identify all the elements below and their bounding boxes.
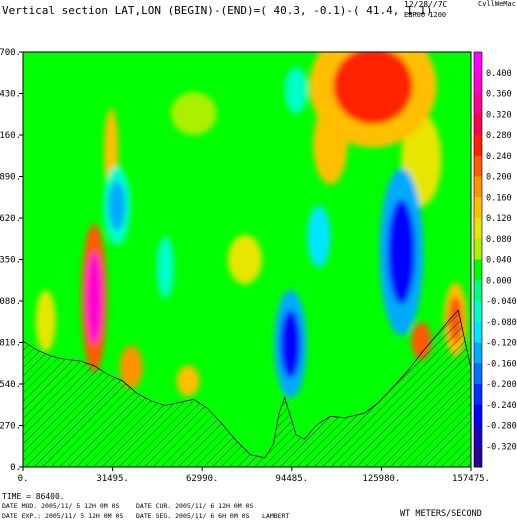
field-cell	[119, 345, 143, 389]
y-tick-label: 1620.	[0, 214, 21, 224]
colorbar-swatch	[474, 259, 482, 281]
date-seg-label: DATE SEG. 2005/11/ 6 6H 0M 0S	[136, 512, 250, 520]
field-cell	[35, 290, 56, 352]
colorbar-label: -0.320	[486, 442, 517, 452]
run-id-label: EBR06 1200	[404, 11, 447, 19]
field-feature-core	[387, 199, 416, 305]
plot-datetime: 12/28//7C	[404, 0, 448, 9]
colorbar-label: 0.240	[486, 152, 512, 162]
colorbar-swatch	[474, 404, 482, 426]
colorbar-swatch	[474, 114, 482, 136]
field-cell	[176, 365, 200, 397]
vertical-velocity-field	[35, 52, 467, 399]
y-tick-label: 810.	[0, 339, 21, 349]
colorbar-swatch	[474, 321, 482, 343]
colorbar-swatch	[474, 425, 482, 447]
field-cell	[307, 205, 331, 268]
projection-label: LAMBERT	[262, 512, 290, 520]
field-cell	[227, 234, 262, 285]
date-exp-label: DATE EXP.: 2005/11/ 5 12H 0M 0S	[2, 512, 124, 520]
y-tick-label: 2430.	[0, 90, 21, 100]
date-cur-label: DATE CUR. 2005/11/ 6 12H 0M 0S	[136, 502, 254, 510]
field-feature-core	[86, 251, 103, 345]
colorbar-swatch	[474, 363, 482, 385]
field-cell	[156, 236, 174, 298]
colorbar-label: 0.040	[486, 256, 512, 266]
colorbar-swatch	[474, 280, 482, 302]
colorbar-label: -0.280	[486, 422, 517, 432]
colorbar-label: 0.160	[486, 193, 512, 203]
y-tick-label: 1350.	[0, 256, 21, 266]
colorbar-frame	[473, 51, 483, 468]
x-tick-label: 94485.	[276, 474, 309, 484]
colorbar-swatch	[474, 384, 482, 406]
x-tick-label: 125980.	[362, 474, 400, 484]
colorbar-swatch	[474, 342, 482, 364]
y-tick-label: 270.	[0, 422, 21, 432]
colorbar-label: 0.080	[486, 235, 512, 245]
colorbar-swatch	[474, 52, 482, 74]
creator-label: CvllWeMac	[478, 0, 516, 8]
colorbar-label: -0.120	[486, 339, 517, 349]
time-label: TIME = 86400.	[2, 492, 65, 501]
colorbar-label: -0.240	[486, 401, 517, 411]
colorbar-label: 0.120	[486, 214, 512, 224]
colorbar-label: -0.080	[486, 318, 517, 328]
colorbar-label: -0.040	[486, 297, 517, 307]
colorbar-label: 0.320	[486, 110, 512, 120]
field-cell	[170, 91, 217, 135]
date-mod-label: DATE MOD. 2005/11/ 5 12H 0M 0S	[2, 502, 120, 510]
field-feature-core	[280, 310, 301, 378]
colorbar: 0.400 0.360 0.320 0.280 0.240 0.200 0.160 0.120…	[473, 51, 517, 468]
variable-units-label: WT METERS/SECOND	[400, 509, 482, 519]
colorbar-swatch	[474, 93, 482, 115]
colorbar-swatch	[474, 446, 482, 468]
field-feature-core	[108, 181, 126, 231]
colorbar-label: -0.160	[486, 359, 517, 369]
colorbar-label: 0.200	[486, 173, 512, 183]
field-cell	[284, 67, 308, 114]
colorbar-label: 0.000	[486, 276, 512, 286]
colorbar-swatch	[474, 197, 482, 219]
plot-title: Vertical section LAT,LON (BEGIN)-(END)=(…	[2, 4, 433, 17]
y-axis: 0. 270. 540. 810. 1080. 1350. 1620. 1890. 2160. 2…	[0, 48, 23, 473]
colorbar-label: 0.280	[486, 131, 512, 141]
colorbar-swatch	[474, 218, 482, 240]
colorbar-swatch	[474, 176, 482, 198]
y-tick-label: 0.	[10, 463, 21, 473]
x-tick-label: 31495.	[96, 474, 129, 484]
x-tick-label: 0.	[18, 474, 29, 484]
x-tick-label: 62990.	[186, 474, 219, 484]
x-axis: 0. 31495. 62990. 94485. 125980. 157475.	[18, 467, 490, 484]
x-tick-label: 157475.	[452, 474, 490, 484]
colorbar-swatch	[474, 155, 482, 177]
colorbar-label: 0.360	[486, 90, 512, 100]
y-tick-label: 2160.	[0, 131, 21, 141]
terrain-profile	[22, 309, 472, 468]
colorbar-swatch	[474, 238, 482, 260]
field-feature-core	[333, 52, 413, 125]
y-tick-label: 1080.	[0, 297, 21, 307]
y-tick-label: 540.	[0, 380, 21, 390]
colorbar-swatch	[474, 72, 482, 94]
y-tick-label: 2700.	[0, 48, 21, 58]
colorbar-label: 0.400	[486, 69, 512, 79]
y-tick-label: 1890.	[0, 173, 21, 183]
colorbar-swatch	[474, 301, 482, 323]
colorbar-swatch	[474, 135, 482, 157]
colorbar-label: -0.200	[486, 380, 517, 390]
